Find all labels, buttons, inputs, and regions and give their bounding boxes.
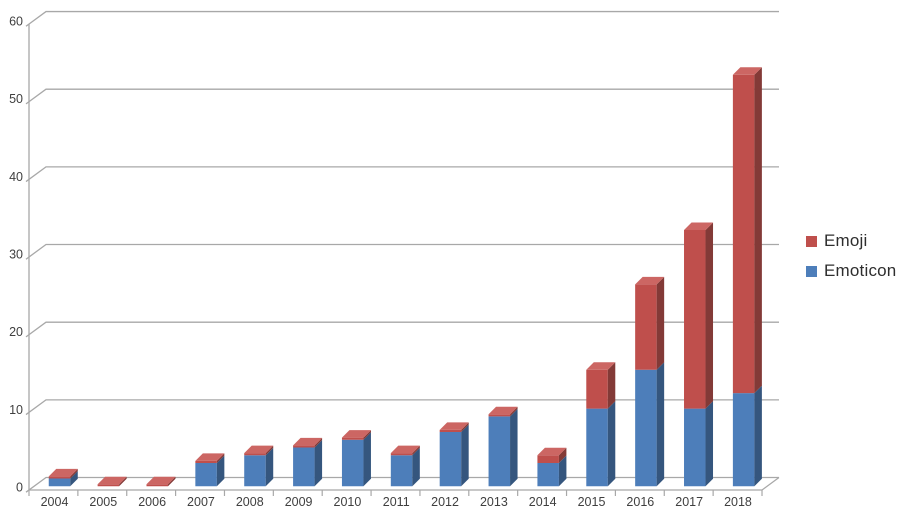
- legend-swatch-emoticon: [806, 265, 817, 277]
- bar-2016-emoji: [635, 276, 665, 370]
- x-tick-label: 2011: [383, 495, 410, 509]
- bar-2008-emoticon: [244, 447, 274, 487]
- bar-2010-emoticon: [341, 432, 371, 487]
- x-tick-label: 2005: [89, 495, 117, 509]
- bar-2004-emoji: [48, 468, 78, 479]
- x-tick-label: 2016: [626, 495, 654, 509]
- bar-2007-emoticon: [195, 455, 225, 487]
- y-tick-label: 40: [9, 170, 23, 184]
- x-tick-label: 2006: [138, 495, 166, 509]
- bar-2017-emoji: [684, 222, 714, 409]
- bar-2011-emoticon: [390, 447, 420, 487]
- x-tick-label: 2004: [41, 495, 69, 509]
- legend-swatch-emoji: [806, 235, 817, 247]
- bars-group: [48, 67, 762, 487]
- x-tick-label: 2015: [578, 495, 606, 509]
- y-tick-label: 10: [9, 403, 23, 417]
- legend-item-emoji: Emoji: [806, 231, 896, 251]
- legend-label-emoticon: Emoticon: [824, 261, 897, 280]
- x-tick-label: 2012: [431, 495, 459, 509]
- y-tick-label: 20: [9, 325, 23, 339]
- bar-2013-emoji: [488, 406, 518, 417]
- bar-2005-emoji: [97, 476, 127, 487]
- y-tick-label: 0: [16, 481, 23, 495]
- bar-2010-emoji: [341, 430, 371, 440]
- bar-2011-emoji: [390, 445, 420, 456]
- bar-2013-emoticon: [488, 408, 518, 487]
- x-axis-ticks: [28, 490, 763, 496]
- bar-2015-emoji: [586, 362, 616, 409]
- chart-legend: Emoji Emoticon: [806, 231, 896, 281]
- y-axis-labels: 0 10 20 30 40 50 60: [9, 15, 23, 495]
- x-tick-label: 2007: [187, 495, 215, 509]
- legend-label-emoji: Emoji: [824, 231, 868, 250]
- legend-item-emoticon: Emoticon: [806, 261, 896, 281]
- y-tick-label: 30: [9, 248, 23, 262]
- bar-2009-emoji: [293, 437, 323, 448]
- x-tick-label: 2010: [334, 495, 362, 509]
- bar-2014-emoticon: [537, 455, 567, 487]
- x-axis-labels: 2004 2005 2006 2007 2008 2009 2010 2011 2012 2013…: [41, 495, 752, 509]
- gridlines: [25, 10, 779, 493]
- bar-2017-emoticon: [684, 401, 714, 487]
- x-tick-label: 2017: [675, 495, 703, 509]
- x-tick-label: 2009: [285, 495, 313, 509]
- bar-2012-emoticon: [439, 424, 469, 487]
- y-tick-label: 60: [9, 15, 23, 29]
- x-tick-label: 2013: [480, 495, 508, 509]
- bar-2009-emoticon: [293, 439, 323, 487]
- bar-2007-emoji: [195, 453, 225, 464]
- bar-2004-emoticon: [48, 471, 78, 487]
- x-tick-label: 2008: [236, 495, 264, 509]
- x-tick-label: 2018: [724, 495, 752, 509]
- bar-2015-emoticon: [586, 401, 616, 487]
- bar-2014-emoji: [537, 447, 567, 464]
- bar-2008-emoji: [244, 445, 274, 456]
- x-tick-label: 2014: [529, 495, 557, 509]
- bar-2018-emoticon: [732, 385, 762, 487]
- bar-2006-emoji: [146, 476, 176, 487]
- y-tick-label: 50: [9, 92, 23, 106]
- bar-2012-emoji: [439, 422, 469, 432]
- bar-2018-emoji: [732, 67, 762, 394]
- bar-2016-emoticon: [635, 362, 665, 487]
